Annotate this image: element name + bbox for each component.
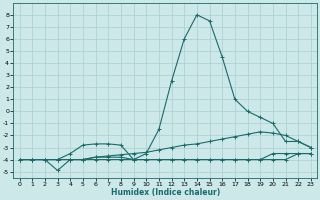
X-axis label: Humidex (Indice chaleur): Humidex (Indice chaleur) xyxy=(111,188,220,197)
